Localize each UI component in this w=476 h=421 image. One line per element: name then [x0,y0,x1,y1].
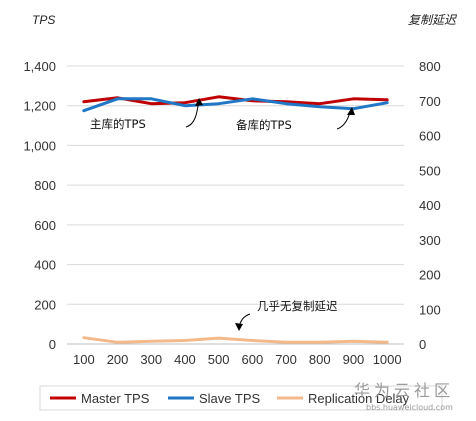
right-axis-ticks: 0 100 200 300 400 500 600 700 800 [419,59,441,352]
left-tick-label: 1,000 [23,138,56,153]
left-tick-label: 800 [34,178,56,193]
annotation-label: 几乎无复制延迟 [257,299,338,313]
gridlines [67,65,404,305]
annotation-replication-delay: 几乎无复制延迟 [235,299,338,331]
watermark-brand: 华为云社区 [354,381,454,400]
right-tick-label: 200 [419,268,441,283]
x-tick-label: 300 [140,352,162,367]
right-tick-label: 300 [419,233,441,248]
right-tick-label: 600 [419,129,441,144]
x-tick-label: 400 [174,352,196,367]
x-tick-label: 600 [241,352,263,367]
left-tick-label: 0 [49,337,56,352]
legend-label-master-tps: Master TPS [81,391,150,406]
annotation-label: 备库的TPS [236,118,292,132]
x-tick-label: 500 [208,352,230,367]
legend-label-replication-delay: Replication Delay [308,391,410,406]
annotation-label: 主库的TPS [90,117,146,131]
legend: Master TPS Slave TPS Replication Delay [50,391,410,406]
right-tick-label: 700 [419,94,441,109]
left-tick-label: 600 [34,218,56,233]
right-tick-label: 800 [419,59,441,74]
annotation-arrowhead [195,98,203,106]
right-tick-label: 500 [419,163,441,178]
right-axis-title: 复制延迟 [408,13,458,27]
left-tick-label: 400 [34,258,56,273]
legend-box [39,385,443,411]
series-line-master-tps [82,95,389,106]
x-axis-ticks: 100 200 300 400 500 600 700 800 900 1000 [73,352,402,367]
left-axis-ticks: 0 200 400 600 800 1,000 1,200 1,400 [23,59,56,352]
left-axis-title: TPS [32,13,55,27]
series-line-slave-tps [82,97,389,113]
x-tick-label: 900 [343,352,365,367]
series-lines [82,95,389,344]
x-tick-label: 200 [107,352,129,367]
annotation-arrowhead [347,107,355,115]
watermark-url: bbs.huaweicloud.com [366,403,453,412]
right-tick-label: 400 [419,198,441,213]
right-tick-label: 0 [419,337,426,352]
series-line-replication-delay [82,336,389,344]
left-tick-label: 1,200 [23,99,56,114]
annotation-slave-tps: 备库的TPS [236,107,355,132]
right-tick-label: 100 [419,302,441,317]
annotation-arrowhead [235,323,243,331]
x-tick-label: 700 [275,352,297,367]
annotation-master-tps: 主库的TPS [90,98,203,131]
x-tick-label: 1000 [373,352,402,367]
x-tick-label: 100 [73,352,95,367]
x-tick-label: 800 [309,352,331,367]
left-tick-label: 1,400 [23,59,56,74]
legend-label-slave-tps: Slave TPS [199,391,261,406]
left-tick-label: 200 [34,297,56,312]
